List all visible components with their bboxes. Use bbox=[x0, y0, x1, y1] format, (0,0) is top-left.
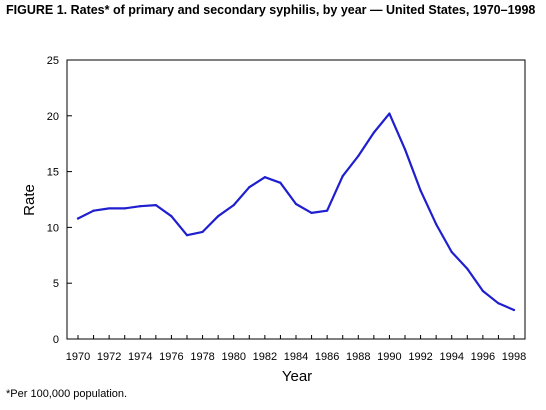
chart-title: FIGURE 1. Rates* of primary and secondar… bbox=[6, 3, 536, 17]
data-point bbox=[341, 174, 344, 178]
x-tick-label: 1990 bbox=[377, 351, 401, 363]
x-tick-label: 1970 bbox=[66, 351, 90, 363]
data-point bbox=[76, 217, 80, 220]
x-tick-label: 1974 bbox=[128, 351, 152, 363]
data-point bbox=[512, 308, 516, 312]
data-point bbox=[248, 186, 251, 189]
y-tick-label: 0 bbox=[53, 334, 59, 346]
data-point bbox=[217, 215, 220, 218]
data-point bbox=[263, 176, 266, 179]
data-point bbox=[170, 215, 173, 218]
data-point bbox=[357, 154, 360, 158]
data-point bbox=[92, 209, 95, 212]
x-tick-label: 1982 bbox=[253, 351, 277, 363]
y-tick-label: 5 bbox=[53, 278, 59, 290]
data-point bbox=[403, 148, 407, 151]
data-point bbox=[108, 207, 111, 210]
data-point bbox=[232, 203, 235, 207]
data-point bbox=[419, 189, 422, 192]
footnote: *Per 100,000 population. bbox=[6, 388, 128, 400]
data-point bbox=[450, 250, 453, 254]
data-point bbox=[123, 207, 126, 210]
x-tick-label: 1978 bbox=[190, 351, 214, 363]
data-point bbox=[279, 181, 282, 184]
data-points bbox=[76, 112, 516, 312]
x-tick-label: 1996 bbox=[471, 351, 495, 363]
data-point bbox=[294, 202, 298, 206]
x-tick-label: 1976 bbox=[159, 351, 183, 363]
x-tick-label: 1972 bbox=[97, 351, 121, 363]
data-point bbox=[466, 267, 469, 270]
data-point bbox=[154, 203, 157, 207]
y-tick-label: 15 bbox=[47, 167, 59, 179]
x-tick-label: 1980 bbox=[221, 351, 245, 363]
x-tick-label: 1994 bbox=[439, 351, 463, 363]
y-axis: 0 5 10 15 20 25 bbox=[47, 55, 72, 346]
y-tick-label: 25 bbox=[47, 55, 59, 67]
data-point bbox=[201, 230, 204, 233]
x-tick-label: 1992 bbox=[408, 351, 432, 363]
y-axis-title: Rate bbox=[21, 184, 38, 216]
data-point bbox=[388, 112, 391, 115]
data-point bbox=[139, 205, 142, 208]
data-point bbox=[435, 222, 438, 226]
data-point bbox=[481, 289, 484, 293]
plot-frame bbox=[66, 59, 526, 340]
y-tick-label: 10 bbox=[47, 222, 59, 234]
x-tick-label: 1984 bbox=[284, 351, 308, 363]
x-axis-title: Year bbox=[282, 368, 312, 385]
x-tick-label: 1998 bbox=[502, 351, 526, 363]
x-tick-label: 1986 bbox=[315, 351, 339, 363]
data-point bbox=[185, 234, 189, 237]
x-tick-label: 1988 bbox=[346, 351, 370, 363]
data-point bbox=[310, 211, 313, 214]
data-point bbox=[372, 131, 375, 134]
data-point bbox=[326, 209, 329, 212]
data-point bbox=[497, 302, 500, 305]
x-axis: 1970 1972 1974 1976 1978 1980 1982 1984 1986 1988… bbox=[66, 335, 526, 363]
y-tick-label: 20 bbox=[47, 111, 59, 123]
series-line bbox=[76, 112, 516, 312]
